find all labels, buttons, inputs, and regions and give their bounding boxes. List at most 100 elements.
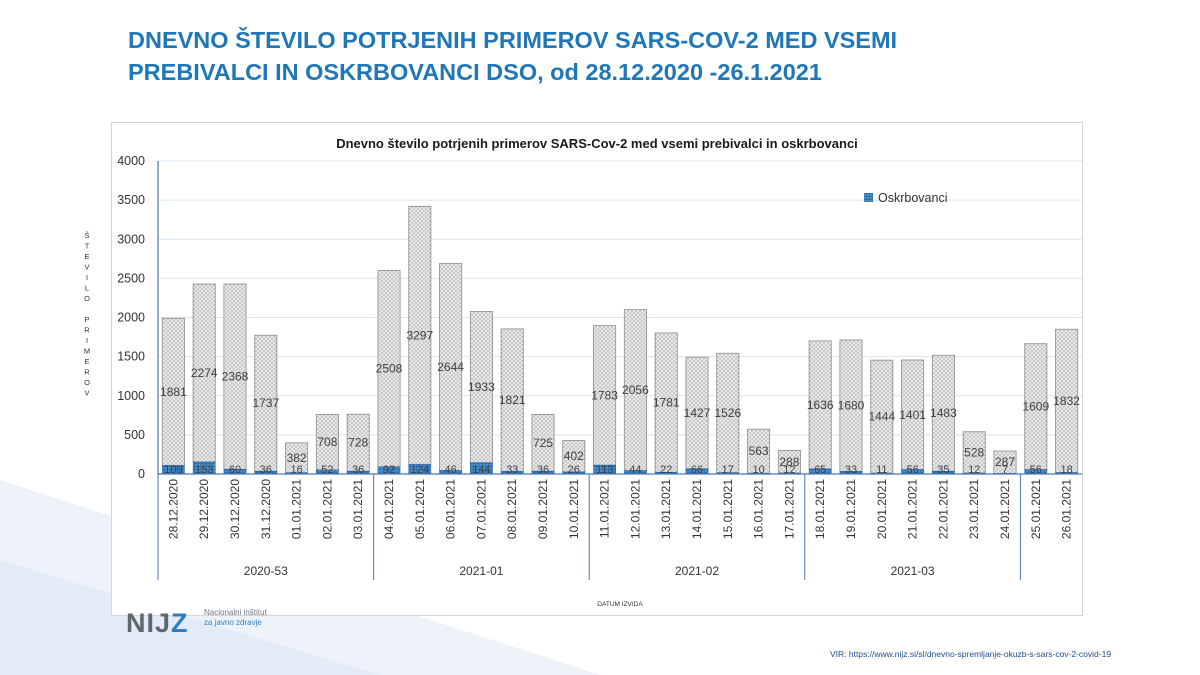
data-label-oskrbovanci: 33	[506, 464, 518, 476]
data-label-oskrbovanci: 56	[906, 464, 918, 476]
data-label-oskrbovanci: 65	[814, 464, 826, 476]
group-label: 2021-01	[459, 564, 503, 578]
group-label: 2021-02	[675, 564, 719, 578]
y-axis-title-letter: O	[84, 378, 90, 387]
data-label-others: 708	[317, 435, 337, 449]
x-tick-label: 08.01.2021	[505, 479, 519, 539]
x-tick-label: 11.01.2021	[598, 479, 612, 538]
y-tick-label: 1500	[117, 350, 145, 364]
logo-mark: NIJZ	[126, 608, 189, 639]
data-label-others: 1636	[807, 398, 834, 412]
x-tick-label: 06.01.2021	[444, 479, 458, 539]
data-label-others: 1526	[714, 406, 741, 420]
y-tick-label: 3000	[117, 232, 145, 246]
x-tick-label: 23.01.2021	[967, 479, 981, 539]
data-label-oskrbovanci: 52	[321, 464, 333, 476]
x-tick-label: 17.01.2021	[782, 479, 796, 539]
data-label-others: 1483	[930, 406, 957, 420]
x-tick-label: 24.01.2021	[998, 479, 1012, 539]
data-label-others: 288	[779, 455, 799, 469]
x-tick-label: 21.01.2021	[906, 479, 920, 539]
y-tick-label: 1000	[117, 389, 145, 403]
x-axis-title: DATUM IZVIDA	[597, 601, 643, 608]
data-label-others: 1737	[252, 396, 279, 410]
y-tick-label: 3500	[117, 193, 145, 207]
data-label-oskrbovanci: 12	[968, 464, 980, 476]
slide-title: DNEVNO ŠTEVILO POTRJENIH PRIMEROV SARS-C…	[128, 24, 1028, 88]
x-tick-label: 07.01.2021	[474, 479, 488, 539]
logo-name-line-2: za javno zdravje	[204, 618, 262, 627]
data-label-oskrbovanci: 56	[1030, 464, 1042, 476]
legend: Oskrbovanci	[864, 191, 947, 205]
data-label-others: 725	[533, 436, 553, 450]
data-label-others: 1427	[684, 406, 711, 420]
slide-title-line-2: PREBIVALCI IN OSKRBOVANCI DSO, od 28.12.…	[128, 59, 822, 85]
data-label-oskrbovanci: 144	[472, 464, 490, 476]
data-label-oskrbovanci: 92	[383, 464, 395, 476]
data-label-others: 1821	[499, 393, 526, 407]
data-label-oskrbovanci: 36	[537, 464, 549, 476]
data-label-others: 1781	[653, 396, 680, 410]
y-axis-title-letter: E	[84, 252, 89, 261]
x-tick-label: 16.01.2021	[752, 479, 766, 539]
data-label-oskrbovanci: 66	[691, 464, 703, 476]
y-axis-title-letter: L	[85, 284, 89, 293]
x-tick-label: 28.12.2020	[166, 479, 180, 539]
y-axis-title-letter: O	[84, 294, 90, 303]
data-label-oskrbovanci: 18	[1060, 464, 1072, 476]
x-tick-label: 26.01.2021	[1060, 479, 1074, 539]
y-tick-label: 2500	[117, 271, 145, 285]
x-tick-label: 05.01.2021	[413, 479, 427, 539]
y-axis-title-letter: M	[84, 347, 90, 356]
data-label-oskrbovanci: 36	[352, 464, 364, 476]
data-label-oskrbovanci: 124	[411, 464, 429, 476]
data-label-oskrbovanci: 44	[629, 464, 641, 476]
y-axis-title-letter: P	[84, 315, 89, 324]
data-label-others: 728	[348, 436, 368, 450]
x-tick-label: 29.12.2020	[197, 479, 211, 539]
data-label-others: 1609	[1022, 400, 1049, 414]
x-tick-label: 12.01.2021	[628, 479, 642, 539]
data-label-oskrbovanci: 11	[876, 464, 887, 476]
data-label-others: 402	[564, 449, 584, 463]
gridlines	[158, 160, 1082, 475]
data-label-others: 1933	[468, 380, 495, 394]
data-label-oskrbovanci: 113	[596, 464, 614, 476]
y-axis-ticks: 0 500 1000 1500 2000 2500 3000 3500 4000	[117, 154, 145, 481]
data-label-others: 287	[995, 455, 1015, 469]
x-tick-label: 18.01.2021	[813, 479, 827, 539]
y-axis-title-letter: I	[86, 336, 88, 345]
data-label-oskrbovanci: 26	[568, 464, 580, 476]
source-link[interactable]: VIR: https://www.nijz.si/sl/dnevno-sprem…	[830, 649, 1112, 659]
data-label-oskrbovanci: 60	[229, 464, 241, 476]
chart-title: Dnevno število potrjenih primerov SARS-C…	[336, 136, 858, 151]
x-tick-label: 02.01.2021	[320, 479, 334, 539]
logo-name: Nacionalni inštitut za javno zdravje	[204, 608, 324, 628]
data-label-others: 1881	[160, 385, 187, 399]
data-label-oskrbovanci: 46	[444, 464, 456, 476]
data-label-others: 1680	[838, 399, 865, 413]
x-tick-label: 13.01.2021	[659, 479, 673, 539]
x-tick-label: 03.01.2021	[351, 479, 365, 539]
x-tick-label: 10.01.2021	[567, 479, 581, 539]
y-axis-title-letter: R	[84, 368, 90, 377]
group-label: 2021-03	[891, 564, 935, 578]
data-label-oskrbovanci: 12	[783, 464, 795, 476]
data-label-oskrbovanci: 35	[937, 464, 949, 476]
x-tick-label: 15.01.2021	[721, 479, 735, 539]
data-label-oskrbovanci: 153	[195, 464, 213, 476]
data-label-others: 2644	[437, 360, 464, 374]
data-label-oskrbovanci: 10	[752, 464, 764, 476]
x-tick-label: 22.01.2021	[936, 479, 950, 539]
y-tick-label: 0	[138, 467, 145, 481]
data-label-oskrbovanci: 17	[722, 464, 734, 476]
data-label-others: 382	[287, 451, 307, 465]
logo-name-line-1: Nacionalni inštitut	[204, 608, 267, 617]
x-tick-label: 20.01.2021	[875, 479, 889, 539]
data-label-others: 563	[749, 444, 769, 458]
x-tick-label: 25.01.2021	[1029, 479, 1043, 539]
slide-title-line-1: DNEVNO ŠTEVILO POTRJENIH PRIMEROV SARS-C…	[128, 27, 898, 53]
y-axis-title-letter: Š	[84, 231, 89, 240]
